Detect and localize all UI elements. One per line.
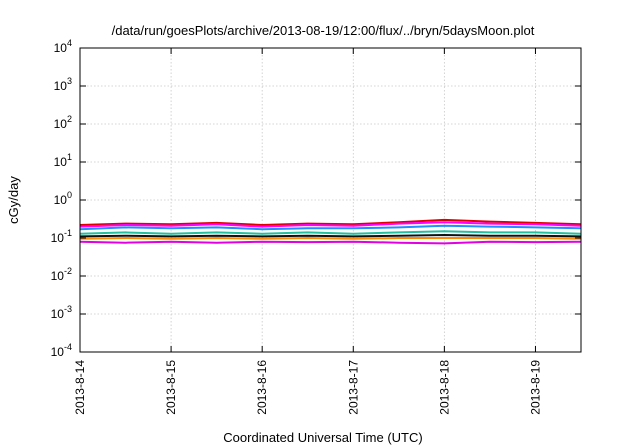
series-group bbox=[79, 218, 582, 245]
y-tick-label: 103 bbox=[54, 76, 72, 93]
grid bbox=[79, 47, 581, 353]
y-axis-label: cGy/day bbox=[6, 176, 21, 224]
plot-frame bbox=[79, 47, 582, 353]
series-line-1 bbox=[79, 218, 582, 226]
series-line-5 bbox=[79, 234, 582, 238]
series-line-3 bbox=[79, 224, 582, 231]
y-tick-label: 100 bbox=[54, 190, 72, 207]
x-tick-label: 2013-8-17 bbox=[346, 360, 360, 415]
x-tick-label: 2013-8-15 bbox=[164, 360, 178, 415]
x-tick-label: 2013-8-18 bbox=[437, 360, 451, 415]
x-tick-label: 2013-8-14 bbox=[73, 360, 87, 415]
x-ticks: 2013-8-14 2013-8-15 2013-8-16 2013-8-17 2013… bbox=[73, 48, 542, 415]
x-tick-label: 2013-8-19 bbox=[528, 360, 542, 415]
y-tick-label: 10-1 bbox=[51, 228, 72, 245]
y-tick-label: 101 bbox=[54, 152, 72, 169]
chart-title: /data/run/goesPlots/archive/2013-08-19/1… bbox=[112, 23, 535, 38]
x-axis-label: Coordinated Universal Time (UTC) bbox=[223, 430, 422, 445]
series-line-4 bbox=[79, 230, 582, 235]
y-tick-label: 10-4 bbox=[51, 342, 72, 359]
y-tick-label: 10-3 bbox=[51, 304, 72, 321]
x-tick-label: 2013-8-16 bbox=[255, 360, 269, 415]
y-ticks: 10-4 10-3 10-2 10-1 100 101 102 103 104 bbox=[51, 38, 581, 359]
y-tick-label: 10-2 bbox=[51, 266, 72, 283]
series-line-2 bbox=[79, 221, 582, 228]
y-tick-label: 104 bbox=[54, 38, 72, 55]
y-tick-label: 102 bbox=[54, 114, 72, 131]
series-line-7 bbox=[79, 240, 582, 245]
series-line-6 bbox=[79, 237, 582, 240]
